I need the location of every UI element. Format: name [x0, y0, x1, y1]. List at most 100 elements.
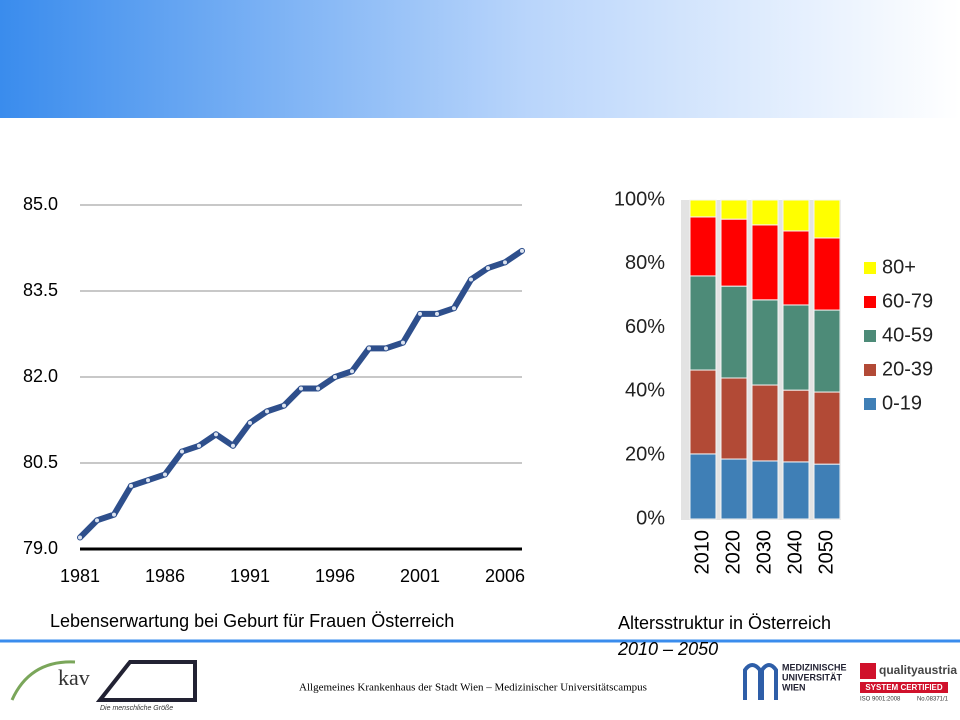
point — [400, 339, 406, 346]
logo-meduni: MEDIZINISCHE UNIVERSITÄT WIEN — [743, 662, 847, 700]
logo-kav: kav — [10, 660, 90, 701]
caption: Lebenserwartung bei Geburt für Frauen Ös… — [50, 611, 455, 631]
bar-segment — [751, 199, 779, 226]
bar-segment — [689, 216, 717, 277]
x-tick-label: 1986 — [145, 566, 185, 586]
x-tick-label: 1981 — [60, 566, 100, 586]
logo-text: WIEN — [782, 682, 806, 692]
logo-text: kav — [58, 665, 90, 690]
footer-text: Allgemeines Krankenhaus der Stadt Wien –… — [299, 682, 647, 694]
logo-text: MEDIZINISCHE — [782, 662, 847, 672]
header-band — [0, 0, 960, 118]
point — [502, 259, 508, 266]
x-tick-label: 2001 — [400, 566, 440, 586]
bar-segment — [751, 299, 779, 386]
point — [468, 276, 474, 283]
x-tick-label: 1996 — [315, 566, 355, 586]
caption: Altersstruktur in Österreich — [618, 613, 832, 633]
bar-segment — [689, 199, 717, 218]
legend-swatch — [864, 296, 876, 308]
point — [366, 345, 372, 352]
y-tick-label: 60% — [625, 316, 665, 338]
legend-swatch — [864, 330, 876, 342]
bar-segment — [813, 309, 841, 393]
y-tick-label: 82.0 — [23, 366, 58, 386]
bar-segment — [813, 463, 841, 520]
x-tick-label: 2050 — [815, 530, 837, 575]
point — [128, 482, 134, 489]
point — [162, 471, 168, 478]
bar-segment — [720, 199, 748, 220]
y-tick-label: 80.5 — [23, 452, 58, 472]
logo-quality: qualityaustria SYSTEM CERTIFIED ISO 9001… — [860, 663, 957, 703]
point — [519, 247, 525, 254]
point — [264, 408, 270, 415]
bar-segment — [720, 458, 748, 520]
point — [281, 402, 287, 409]
bar-segment — [720, 285, 748, 379]
y-tick-label: 100% — [614, 188, 665, 210]
bar-segment — [751, 224, 779, 301]
point — [247, 419, 253, 426]
legend-label: 60-79 — [882, 290, 933, 312]
bar-segment — [782, 389, 810, 463]
y-tick-label: 85.0 — [23, 194, 58, 214]
legend-label: 40-59 — [882, 324, 933, 346]
point — [94, 517, 100, 524]
x-tick-label: 2006 — [485, 566, 525, 586]
bar-segment — [782, 199, 810, 232]
bar-segment — [720, 218, 748, 287]
x-tick-label: 2040 — [784, 530, 806, 575]
point — [417, 310, 423, 317]
bar-segment — [782, 461, 810, 520]
bar-segment — [813, 391, 841, 465]
logo-text: UNIVERSITÄT — [782, 672, 843, 682]
legend-swatch — [864, 262, 876, 274]
bar-segment — [689, 369, 717, 455]
logo-text: No.08371/1 — [917, 697, 949, 703]
point — [332, 374, 338, 380]
line — [77, 248, 524, 540]
y-tick-label: 79.0 — [23, 538, 58, 558]
point — [145, 477, 151, 484]
point — [179, 448, 185, 455]
bar-segment — [782, 230, 810, 306]
logo-akh: Die menschliche Größe — [95, 660, 197, 712]
point — [111, 511, 117, 518]
y-tick-label: 40% — [625, 380, 665, 402]
logo-text: SYSTEM CERTIFIED — [865, 683, 943, 692]
point — [298, 385, 304, 392]
y-tick-label: 80% — [625, 252, 665, 274]
bar-segment — [813, 237, 841, 311]
point — [349, 368, 355, 375]
bar-segment — [720, 377, 748, 460]
x-tick-label: 1991 — [230, 566, 270, 586]
bar-segment — [751, 384, 779, 462]
y-tick-label: 83.5 — [23, 280, 58, 300]
point — [196, 442, 202, 449]
point — [315, 385, 321, 392]
x-tick-label: 2020 — [722, 530, 744, 575]
x-tick-label: 2010 — [691, 530, 713, 575]
bar-segment — [689, 275, 717, 371]
point — [485, 265, 491, 272]
caption-subtitle: 2010 – 2050 — [618, 639, 719, 659]
point — [77, 534, 83, 541]
legend-swatch — [864, 364, 876, 376]
legend-swatch — [864, 398, 876, 410]
bar-segment — [782, 304, 810, 391]
logo-text: ISO 9001:2008 — [860, 697, 901, 703]
point — [451, 305, 457, 312]
y-tick-label: 0% — [636, 507, 665, 529]
point — [383, 345, 389, 352]
point — [230, 442, 236, 449]
point — [434, 310, 440, 317]
x-tick-label: 2030 — [753, 530, 775, 575]
logo-text: qualityaustria — [879, 663, 957, 677]
point — [213, 431, 219, 438]
logo-text: Die menschliche Größe — [100, 705, 173, 712]
bar-segment — [813, 199, 841, 239]
bar-segment — [689, 453, 717, 520]
y-tick-label: 20% — [625, 443, 665, 465]
bar-segment — [751, 460, 779, 520]
